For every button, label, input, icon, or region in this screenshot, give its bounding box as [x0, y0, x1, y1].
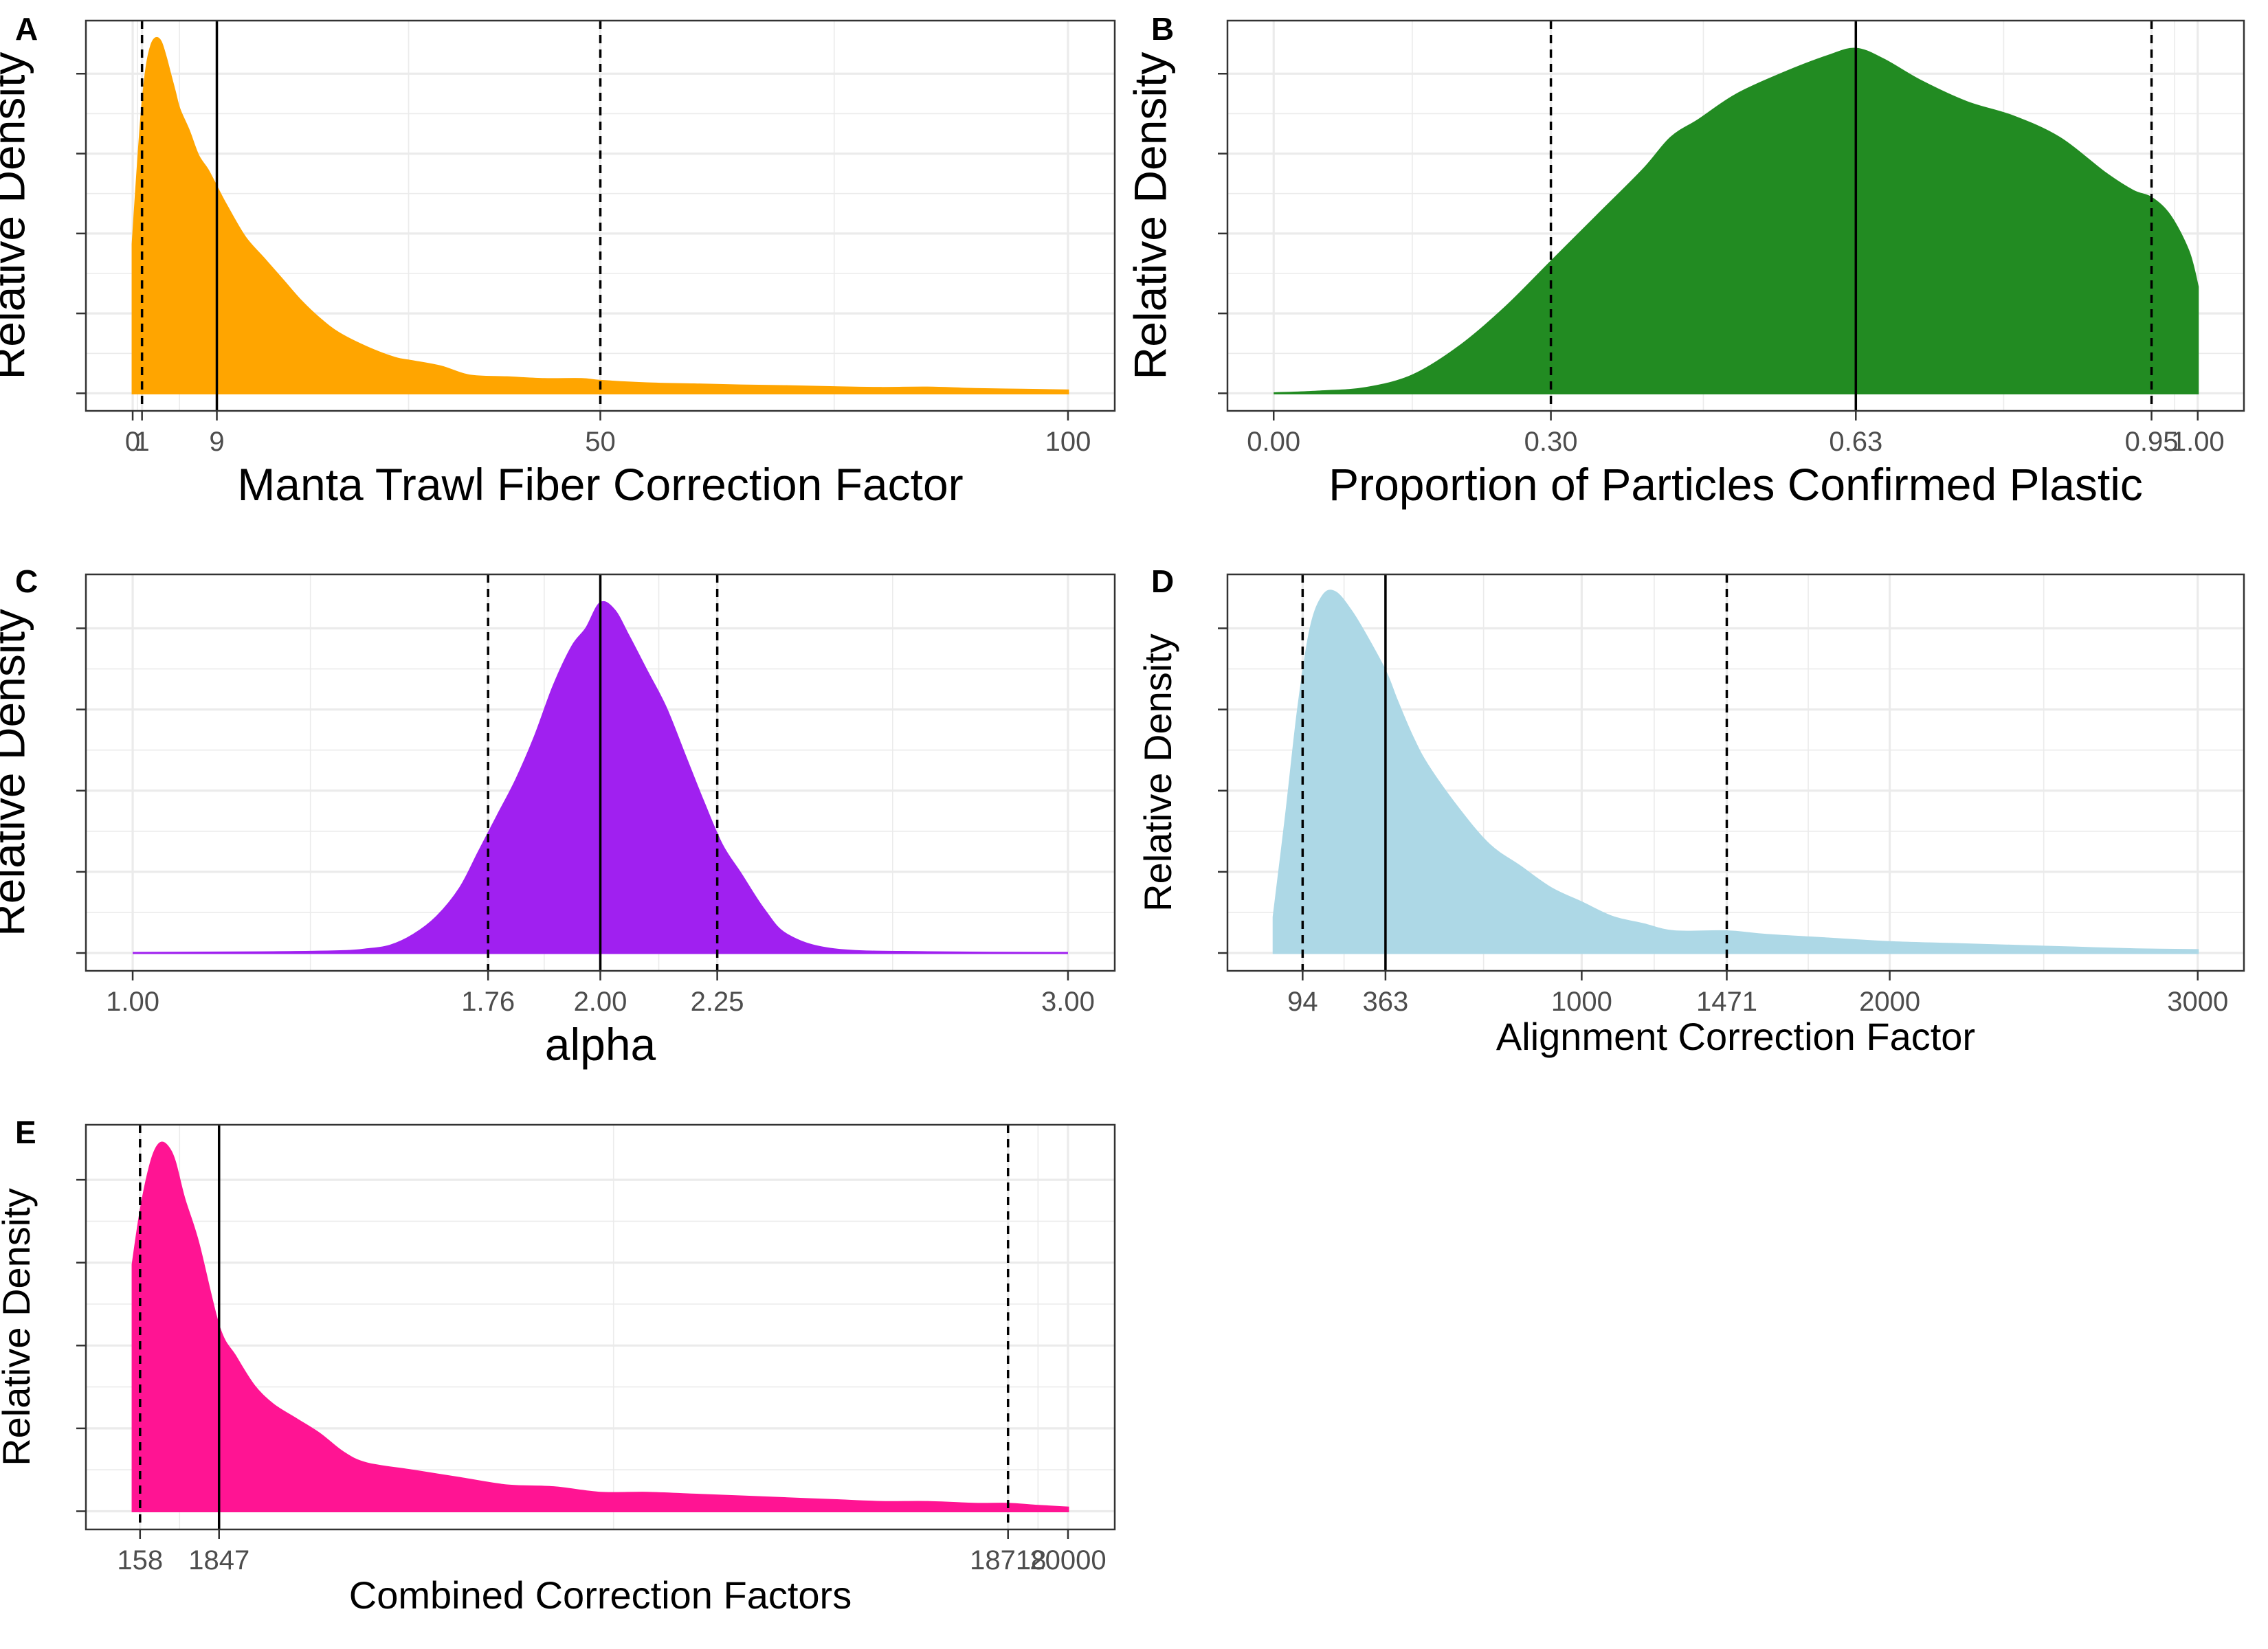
panel-tag-e: E [15, 1114, 36, 1150]
y-axis-title-e: Relative Density [0, 1188, 38, 1466]
panel-tag-a: A [15, 11, 38, 47]
x-axis-title-e: Combined Correction Factors [349, 1573, 852, 1617]
panel-border-d [1226, 573, 2245, 972]
panel-d: 94 363 1000 1471 2000 3000 Alignment Correctio… [1136, 563, 2245, 1058]
x-tick-label: 1 [135, 427, 150, 457]
y-axis-title-c: Relative Density [0, 609, 34, 936]
density-area-a [131, 36, 1069, 394]
panel-a: 01 9 50 100 Manta Trawl Fiber Correction Fac… [0, 11, 1116, 510]
x-axis-title-a: Manta Trawl Fiber Correction Factor [237, 459, 963, 510]
x-tick-label: 18718 [970, 1545, 1046, 1575]
x-tick-label: 1847 [188, 1545, 249, 1575]
x-tick-label: 0.95 [2125, 427, 2179, 457]
x-tick-label: 9 [209, 427, 224, 457]
x-tick-label: 0.30 [1524, 427, 1578, 457]
density-area-e [131, 1141, 1069, 1512]
x-tick-label: 1.00 [106, 987, 159, 1017]
panel-b: 0.00 0.30 0.63 0.951.00 Proportion of Partic… [1125, 11, 2245, 510]
x-tick-label: 3000 [2167, 987, 2228, 1017]
x-tick-label: 1471 [1696, 987, 1757, 1017]
panel-c: 1.00 1.76 2.00 2.25 3.00 alpha Relative Densit… [0, 563, 1116, 1070]
y-axis-title-d: Relative Density [1136, 633, 1179, 912]
y-axis-title-b: Relative Density [1125, 52, 1176, 380]
x-tick-label: 50 [585, 427, 616, 457]
x-tick-label: 2.00 [574, 987, 627, 1017]
y-axis-title-a: Relative Density [0, 52, 34, 380]
x-tick-label: 1.76 [461, 987, 515, 1017]
x-axis-title-d: Alignment Correction Factor [1496, 1015, 1975, 1058]
x-tick-label: 3.00 [1041, 987, 1095, 1017]
density-area-b [1274, 47, 2199, 394]
x-axis-title-c: alpha [545, 1019, 656, 1070]
x-tick-label: 2.25 [691, 987, 744, 1017]
x-tick-label: 20000 [1030, 1545, 1106, 1575]
x-tick-label: 1.00 [2171, 427, 2225, 457]
x-tick-label: 1000 [1551, 987, 1612, 1017]
x-tick-label: 0.63 [1829, 427, 1882, 457]
x-tick-label: 0 [125, 427, 140, 457]
panel-tag-d: D [1151, 563, 1174, 599]
panel-border-b [1226, 19, 2245, 412]
density-area-d [1272, 590, 2199, 954]
x-tick-label: 363 [1363, 987, 1409, 1017]
x-tick-label: 94 [1287, 987, 1318, 1017]
x-tick-label: 0.00 [1247, 427, 1300, 457]
x-tick-label: 2000 [1859, 987, 1920, 1017]
x-axis-title-b: Proportion of Particles Confirmed Plasti… [1328, 459, 2143, 510]
x-tick-label: 100 [1045, 427, 1091, 457]
panel-tag-c: C [15, 563, 38, 599]
x-tick-label: 158 [117, 1545, 163, 1575]
panel-tag-b: B [1151, 11, 1174, 47]
panel-border-e [85, 1123, 1116, 1531]
